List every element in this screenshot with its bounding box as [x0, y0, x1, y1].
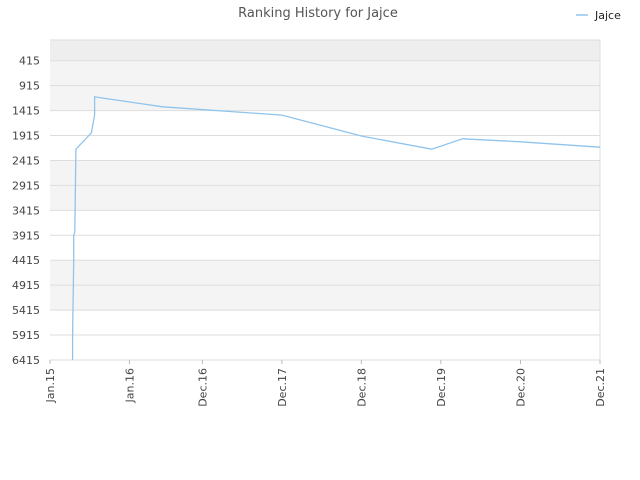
- y-tick-label: 3915: [12, 229, 40, 242]
- x-tick-label: Dec.20: [515, 368, 528, 407]
- legend: Jajce: [576, 9, 621, 22]
- y-tick-label: 1415: [12, 105, 40, 118]
- legend-label: Jajce: [594, 9, 621, 22]
- y-tick-label: 4415: [12, 254, 40, 267]
- x-tick-label: Jan.15: [44, 368, 57, 403]
- x-tick-label: Dec.19: [435, 368, 448, 407]
- x-tick-label: Dec.16: [196, 368, 209, 407]
- band: [50, 260, 600, 286]
- band: [50, 110, 600, 136]
- band: [50, 135, 600, 161]
- band: [50, 85, 600, 111]
- x-tick-label: Dec.21: [594, 368, 607, 407]
- y-tick-label: 915: [19, 80, 40, 93]
- y-tick-label: 1915: [12, 130, 40, 143]
- y-tick-label: 2415: [12, 154, 40, 167]
- y-tick-label: 4915: [12, 279, 40, 292]
- x-tick-label: Jan.16: [123, 368, 136, 403]
- plot-bands: [50, 40, 600, 360]
- band: [50, 60, 600, 86]
- y-tick-label: 6415: [12, 354, 40, 367]
- x-tick-label: Dec.17: [276, 368, 289, 407]
- series-line-jajce: [71, 96, 601, 360]
- x-tick-label: Dec.18: [355, 368, 368, 407]
- chart-title: Ranking History for Jajce: [238, 6, 398, 21]
- y-tick-label: 415: [19, 55, 40, 68]
- band: [50, 310, 600, 336]
- y-tick-label: 3415: [12, 204, 40, 217]
- band: [50, 160, 600, 186]
- gridlines: [50, 39, 601, 361]
- band: [50, 235, 600, 261]
- band: [50, 185, 600, 211]
- band-top: [50, 40, 600, 61]
- y-tick-label: 2915: [12, 179, 40, 192]
- band: [50, 335, 600, 360]
- band: [50, 210, 600, 236]
- y-axis-ticks: 415 915 1415 1915 2415 2915 3415 3915 4415 4915 54…: [12, 55, 40, 367]
- y-tick-label: 5915: [12, 329, 40, 342]
- y-tick-label: 5415: [12, 304, 40, 317]
- band: [50, 285, 600, 311]
- x-axis-ticks: Jan.15 Jan.16 Dec.16 Dec.17 Dec.18 Dec.19 Dec.…: [44, 360, 607, 407]
